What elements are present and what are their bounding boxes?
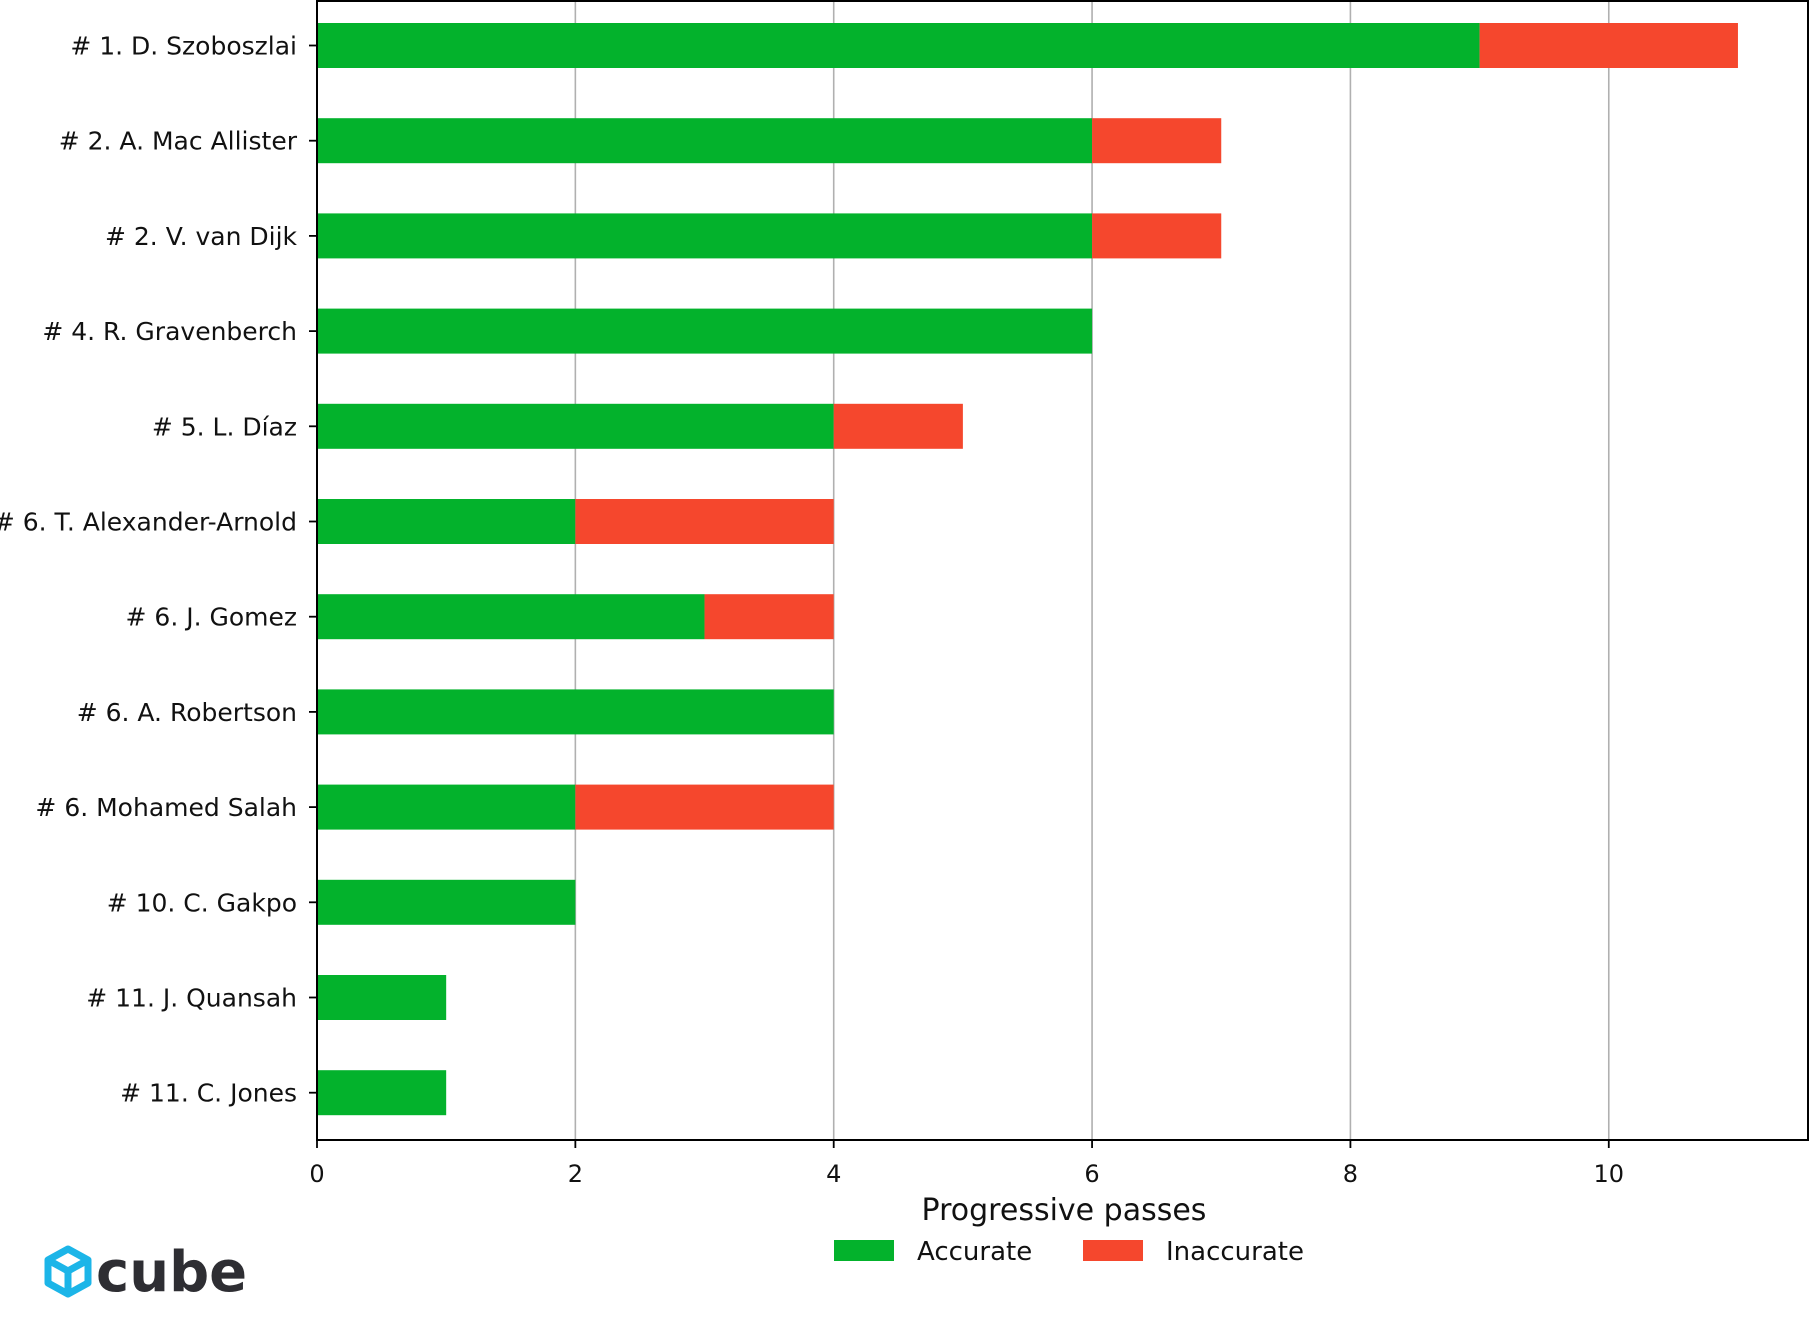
y-tick-label-2: # 2. V. van Dijk (105, 222, 298, 251)
y-tick-label-1: # 2. A. Mac Allister (59, 127, 298, 156)
x-axis-label: Progressive passes (922, 1193, 1207, 1228)
bar-accurate-8 (317, 784, 576, 830)
y-tick-label-11: # 11. C. Jones (120, 1079, 297, 1108)
x-tick-labels: 0 2 4 6 8 10 (309, 1160, 1624, 1188)
x-tick-label-0: 0 (309, 1160, 324, 1188)
y-tick-label-4: # 5. L. Díaz (152, 412, 297, 441)
bar-accurate-3 (317, 308, 1093, 354)
bar-inaccurate-6 (704, 594, 834, 640)
x-tick-label-4: 8 (1343, 1160, 1358, 1188)
y-tick-label-6: # 6. J. Gomez (126, 603, 297, 632)
bar-accurate-11 (317, 1070, 447, 1116)
x-tick-label-3: 6 (1084, 1160, 1099, 1188)
y-tick-label-9: # 10. C. Gakpo (107, 888, 297, 917)
legend: Accurate Inaccurate (834, 1237, 1304, 1267)
bar-accurate-5 (317, 499, 576, 544)
bar-inaccurate-1 (1092, 118, 1222, 164)
bar-accurate-0 (317, 23, 1480, 68)
bar-accurate-9 (317, 879, 576, 925)
bar-inaccurate-2 (1092, 213, 1222, 259)
x-tick-label-2: 4 (826, 1160, 841, 1188)
bars (317, 23, 1738, 1116)
x-tick-label-1: 2 (568, 1160, 583, 1188)
y-tick-label-3: # 4. R. Gravenberch (42, 317, 297, 346)
bar-inaccurate-5 (575, 499, 834, 544)
plot-frame (316, 0, 1809, 1141)
bar-accurate-10 (317, 975, 447, 1020)
bar-accurate-6 (317, 594, 705, 640)
y-tick-label-8: # 6. Mohamed Salah (35, 793, 297, 822)
axes (309, 0, 1809, 1148)
y-tick-label-10: # 11. J. Quansah (86, 984, 297, 1013)
y-tick-label-5: # 6. T. Alexander-Arnold (0, 508, 297, 537)
legend-label-inaccurate: Inaccurate (1166, 1237, 1304, 1267)
bar-inaccurate-0 (1479, 23, 1738, 68)
bar-accurate-4 (317, 403, 834, 449)
cube-logo: cube (44, 1240, 247, 1305)
cube-logo-icon (44, 1245, 92, 1298)
bar-inaccurate-8 (575, 784, 834, 830)
y-tick-labels: # 1. D. Szoboszlai # 2. A. Mac Allister # … (0, 32, 298, 1108)
legend-label-accurate: Accurate (917, 1237, 1032, 1267)
y-tick-label-7: # 6. A. Robertson (77, 698, 297, 727)
bar-accurate-2 (317, 213, 1093, 259)
bar-inaccurate-4 (833, 403, 963, 449)
legend-swatch-accurate (834, 1240, 894, 1261)
x-tick-label-5: 10 (1594, 1160, 1625, 1188)
bar-accurate-7 (317, 689, 834, 735)
legend-swatch-inaccurate (1083, 1240, 1143, 1261)
y-tick-label-0: # 1. D. Szoboszlai (70, 32, 297, 61)
grid-lines (316, 0, 1610, 1140)
cube-logo-text: cube (96, 1240, 247, 1305)
bar-accurate-1 (317, 118, 1093, 164)
